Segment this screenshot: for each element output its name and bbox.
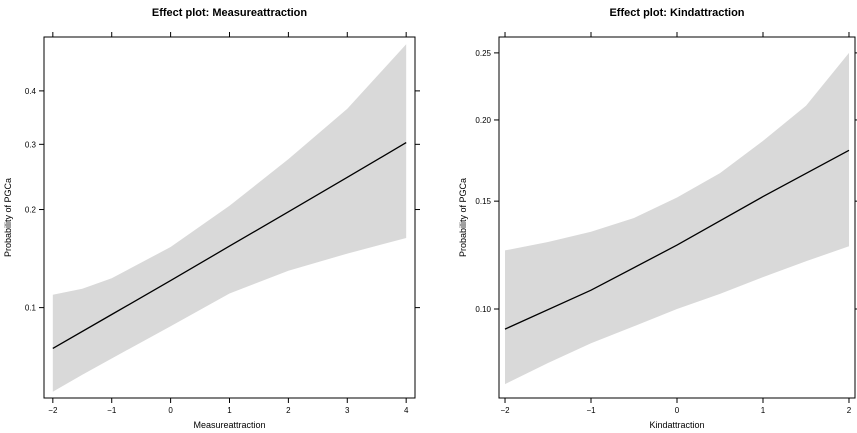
x-tick-label: 2 [847, 406, 852, 415]
x-tick-label: 1 [227, 406, 232, 415]
confidence-band [52, 44, 407, 392]
x-axis-label: Kindattraction [649, 420, 704, 430]
x-tick-label: −2 [48, 406, 58, 415]
x-tick-label: 0 [675, 406, 680, 415]
confidence-band [505, 52, 849, 385]
fitted-line [52, 142, 407, 349]
y-tick-label: 0.10 [475, 305, 491, 314]
x-axis-label: Measureattraction [193, 420, 265, 430]
x-tick-label: 1 [761, 406, 766, 415]
x-tick-label: 4 [404, 406, 409, 415]
y-axis-label: Probability of PGCa [458, 178, 468, 257]
y-tick-label: 0.3 [25, 140, 37, 149]
y-axis-label: Probability of PGCa [3, 178, 13, 257]
y-tick-label: 0.25 [475, 49, 491, 58]
x-tick-label: −1 [586, 406, 596, 415]
y-tick-label: 0.1 [25, 304, 37, 313]
effect-plot-kindattraction: −2 −1 0 1 2 0.10 0.15 0.20 0.25 Effect plot: Kind… [458, 7, 857, 430]
chart-title: Effect plot: Kindattraction [609, 7, 744, 19]
y-tick-label: 0.15 [475, 197, 491, 206]
y-tick-label: 0.20 [475, 116, 491, 125]
x-tick-label: 0 [168, 406, 173, 415]
effect-plot-measureattraction: −2 −1 0 1 2 3 4 0.1 0.2 0.3 0.4 Effect plot: Measur… [3, 7, 420, 430]
x-tick-label: 3 [345, 406, 350, 415]
x-tick-label: −1 [107, 406, 117, 415]
y-tick-label: 0.2 [25, 206, 37, 215]
x-tick-label: −2 [500, 406, 510, 415]
y-tick-label: 0.4 [25, 87, 37, 96]
chart-title: Effect plot: Measureattraction [152, 7, 308, 19]
x-tick-label: 2 [286, 406, 291, 415]
fitted-line [504, 149, 850, 330]
